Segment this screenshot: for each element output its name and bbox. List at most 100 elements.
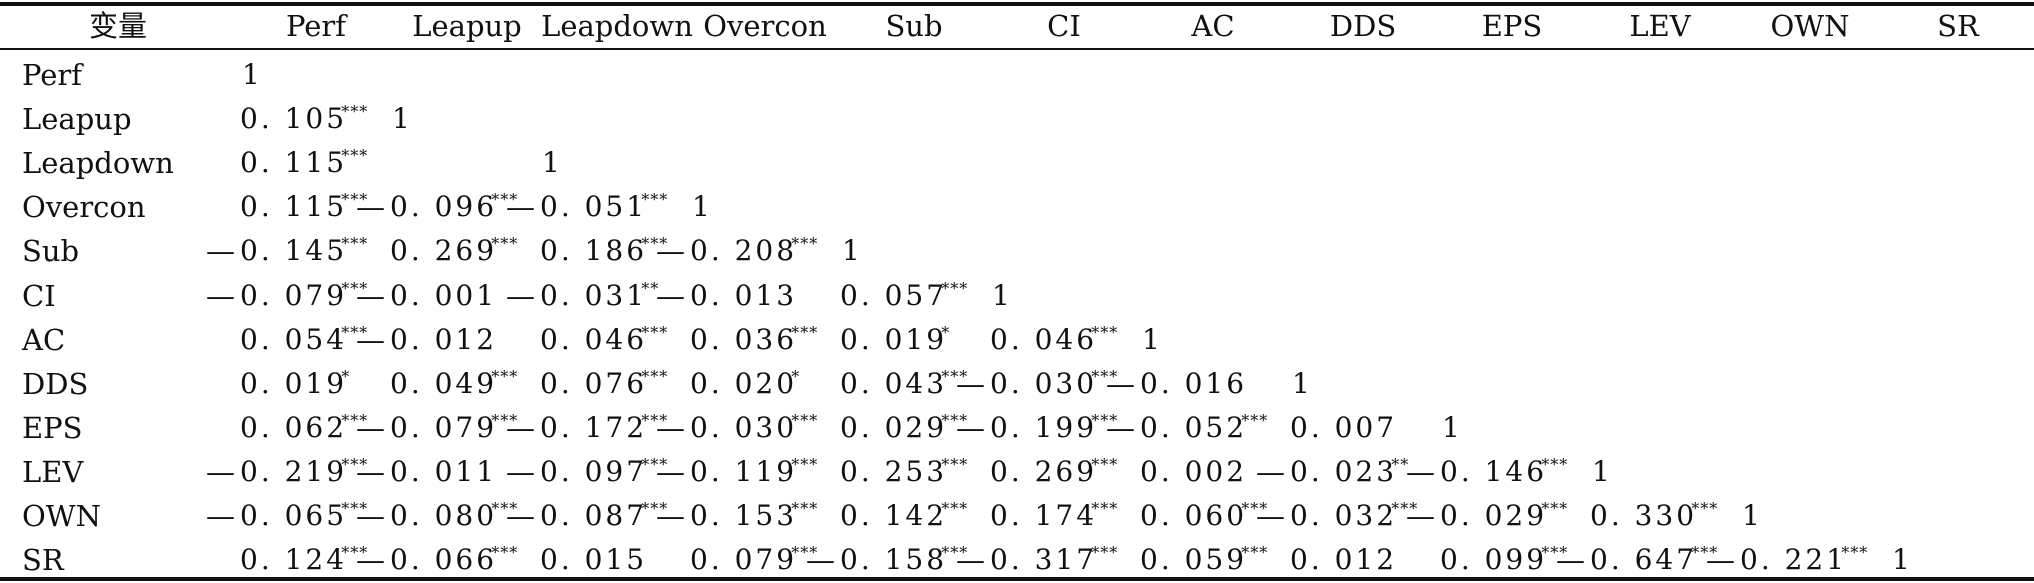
coefficient-value: 0. 036 [690, 322, 798, 356]
minus-sign: — [1106, 410, 1135, 445]
significance-stars: *** [791, 410, 819, 430]
minus-sign: — [206, 499, 235, 533]
significance-stars: *** [341, 234, 369, 254]
coefficient-value: 0. 269 [990, 454, 1098, 488]
significance-stars: ** [641, 278, 660, 298]
coefficient-value: 0. 142 [840, 499, 948, 532]
row-label-own: OWN [22, 499, 101, 533]
significance-stars: *** [641, 322, 669, 342]
minus-sign: — [506, 454, 535, 489]
coefficient-value: 0. 174 [990, 499, 1098, 532]
minus-sign: — [956, 410, 985, 445]
minus-sign: — [1256, 499, 1285, 533]
coefficient-value: 1 [1292, 366, 1313, 400]
minus-sign: — [356, 454, 385, 489]
significance-stars: *** [1091, 366, 1119, 386]
minus-sign: — [956, 366, 985, 401]
significance-stars: *** [791, 543, 819, 563]
header-ci: CI [1047, 9, 1081, 43]
minus-sign: — [656, 499, 685, 533]
significance-stars: *** [941, 543, 969, 563]
coefficient-value: 0. 146 [1440, 454, 1548, 488]
coefficient-value: 0. 119 [690, 454, 798, 488]
significance-stars: *** [641, 190, 669, 210]
coefficient-value: 1 [692, 190, 713, 224]
coefficient-value: 0. 145 [240, 234, 348, 268]
significance-stars: *** [341, 102, 369, 122]
significance-stars: *** [641, 366, 669, 386]
row-label-ac: AC [22, 322, 66, 357]
row-label-sub: Sub [22, 234, 80, 269]
significance-stars: ** [1391, 454, 1410, 474]
significance-stars: *** [341, 410, 369, 430]
header-own: OWN [1770, 9, 1850, 43]
coefficient-value: 0. 019 [840, 322, 948, 356]
significance-stars: *** [641, 499, 669, 518]
significance-stars: *** [1841, 543, 1869, 563]
header-dds: DDS [1329, 9, 1397, 43]
coefficient-value: 0. 153 [690, 499, 798, 532]
minus-sign: — [206, 278, 235, 313]
minus-sign: — [1256, 454, 1285, 489]
coefficient-value: 0. 046 [540, 322, 648, 356]
significance-stars: *** [1241, 499, 1269, 518]
coefficient-value: 0. 001 [390, 278, 498, 312]
header-overcon: Overcon [703, 9, 827, 43]
coefficient-value: 0. 080 [390, 499, 498, 532]
coefficient-value: 0. 043 [840, 366, 948, 400]
significance-stars: *** [1691, 543, 1719, 563]
minus-sign: — [956, 543, 985, 578]
coefficient-value: 0. 097 [540, 454, 648, 488]
minus-sign: — [656, 234, 685, 269]
coefficient-value: 1 [1592, 454, 1613, 488]
coefficient-value: 0. 269 [390, 234, 498, 268]
coefficient-value: 0. 046 [990, 322, 1098, 356]
row-label-leapdown: Leapdown [22, 146, 174, 181]
header-lev: LEV [1629, 9, 1691, 43]
coefficient-value: 0. 096 [390, 190, 498, 224]
coefficient-value: 0. 029 [840, 410, 948, 444]
significance-stars: *** [941, 366, 969, 386]
minus-sign: — [1406, 454, 1435, 489]
significance-stars: *** [1691, 499, 1719, 518]
table-bottom-rule [0, 577, 2034, 581]
coefficient-value: 0. 221 [1740, 543, 1848, 577]
coefficient-value: 0. 099 [1440, 543, 1548, 577]
minus-sign: — [656, 454, 685, 489]
coefficient-value: 1 [992, 278, 1013, 312]
significance-stars: *** [1241, 410, 1269, 430]
significance-stars: *** [941, 278, 969, 298]
coefficient-value: 0. 007 [1290, 410, 1398, 444]
significance-stars: * [941, 322, 951, 342]
row-label-eps: EPS [22, 410, 83, 445]
minus-sign: — [356, 322, 385, 357]
coefficient-value: 0. 054 [240, 322, 348, 356]
significance-stars: * [341, 366, 351, 386]
coefficient-value: 0. 172 [540, 410, 648, 444]
coefficient-value: 0. 012 [390, 322, 498, 356]
header-perf: Perf [286, 9, 346, 43]
coefficient-value: 0. 115 [240, 146, 348, 180]
significance-stars: *** [341, 278, 369, 298]
coefficient-value: 1 [1442, 410, 1463, 444]
minus-sign: — [656, 278, 685, 313]
table-header-rule [0, 48, 2034, 50]
coefficient-value: 1 [1142, 322, 1163, 356]
coefficient-value: 0. 208 [690, 234, 798, 268]
coefficient-value: 0. 030 [690, 410, 798, 444]
coefficient-value: 0. 030 [990, 366, 1098, 400]
coefficient-value: 0. 079 [240, 278, 348, 312]
significance-stars: *** [491, 366, 519, 386]
significance-stars: *** [1091, 454, 1119, 474]
coefficient-value: 0. 253 [840, 454, 948, 488]
significance-stars: *** [491, 410, 519, 430]
coefficient-value: 0. 115 [240, 190, 348, 224]
significance-stars: *** [641, 234, 669, 254]
header-ac: AC [1191, 9, 1235, 43]
significance-stars: *** [641, 454, 669, 474]
significance-stars: *** [791, 499, 819, 518]
table-top-rule [0, 2, 2034, 6]
minus-sign: — [356, 543, 385, 578]
coefficient-value: 0. 060 [1140, 499, 1248, 532]
